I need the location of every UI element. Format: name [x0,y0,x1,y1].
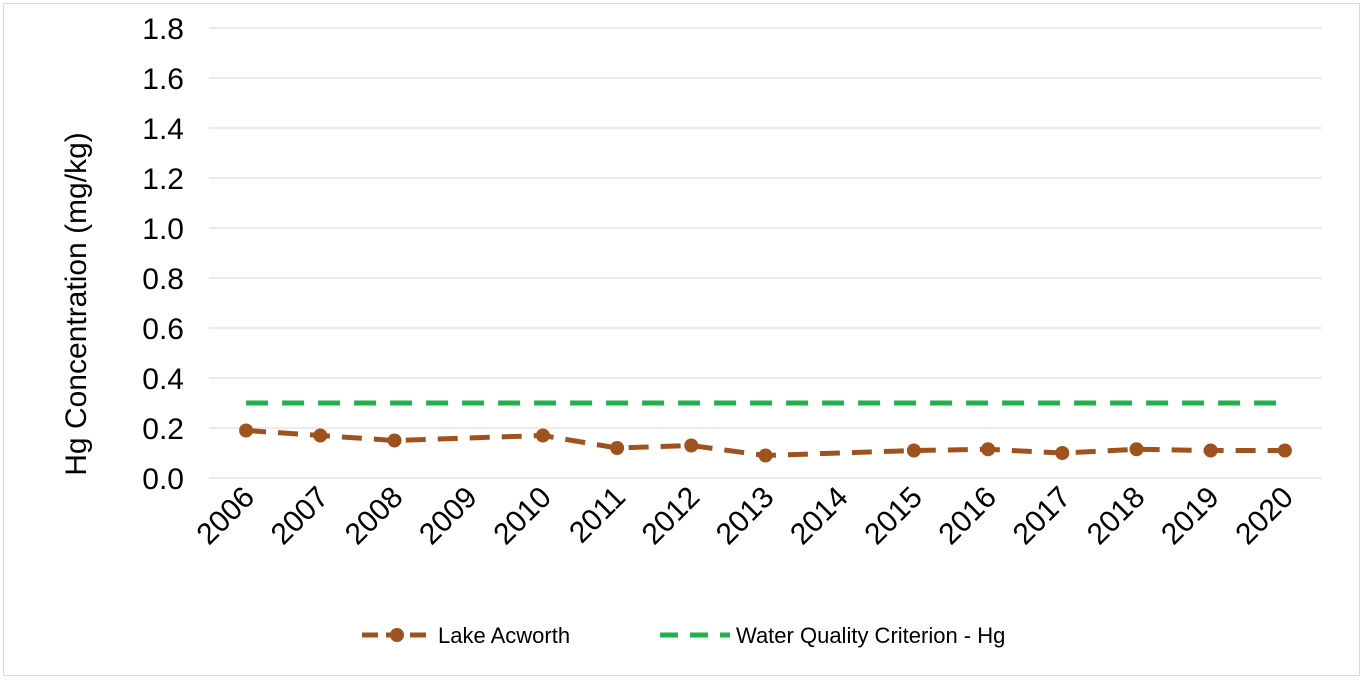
x-tick-label: 2010 [487,481,558,552]
y-tick-label: 0.2 [142,413,184,446]
legend: Lake Acworth Water Quality Criterion - Hg [362,623,1005,648]
data-point [1129,442,1144,457]
legend-label: Water Quality Criterion - Hg [736,623,1005,648]
data-point [758,448,773,463]
data-point [684,438,699,453]
x-tick-label: 2006 [191,481,262,552]
x-tick-label: 2008 [339,481,410,552]
x-tick-label: 2009 [413,481,484,552]
data-point [610,441,625,455]
y-tick-label: 1.0 [142,213,184,246]
x-tick-label: 2015 [858,481,929,552]
data-point [981,442,996,457]
data-point [535,428,550,443]
y-tick-label: 0.6 [142,313,184,346]
x-tick-label: 2012 [636,481,707,552]
y-tick-label: 0.4 [142,363,184,396]
data-point [313,428,328,443]
y-tick-label: 1.6 [142,63,184,96]
x-tick-label: 2016 [933,481,1004,552]
y-tick-label: 0.0 [142,463,184,496]
x-tick-label: 2007 [265,481,336,552]
data-point [1203,443,1218,458]
legend-marker [390,628,404,642]
x-tick-label: 2014 [784,481,855,552]
y-tick-label: 1.4 [142,113,184,146]
x-tick-label: 2020 [1229,481,1300,552]
y-axis-title: Hg Concentration (mg/kg) [60,132,93,475]
data-point [906,443,921,458]
data-point [1277,443,1292,458]
y-axis-ticks: 0.0 0.2 0.4 0.6 0.8 1.0 1.2 1.4 1.6 1.8 [142,13,184,496]
x-tick-label: 2018 [1081,481,1152,552]
line-chart: 0.00.20.40.60.81.01.21.41.61.8 2006 2007 2… [60,13,1322,648]
y-tick-label: 1.8 [142,13,184,46]
legend-label: Lake Acworth [438,623,570,648]
x-tick-label: 2013 [710,481,781,552]
series-lines [239,400,1292,463]
chart-frame: 0.0 0.2 0.4 0.6 0.8 1.0 1.2 1.4 1.6 1.8 2006 2007 2… [3,3,1360,676]
y-tick-label: 0.8 [142,263,184,296]
x-axis-ticks: 2006 2007 2008 2009 2010 2011 2012 2013 2014 2015… [191,481,1300,552]
data-point [387,433,402,448]
gridlines [209,27,1322,479]
data-point [239,423,254,438]
x-tick-label: 2017 [1007,481,1078,552]
x-tick-label: 2011 [563,481,632,550]
data-point [1055,446,1070,460]
y-tick-label: 1.2 [142,163,184,196]
x-tick-label: 2019 [1155,481,1226,552]
